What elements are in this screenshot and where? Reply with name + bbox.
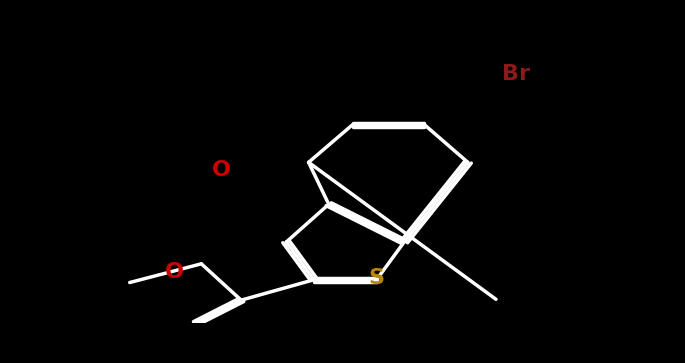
Text: O: O <box>165 262 184 282</box>
Text: Br: Br <box>501 64 530 84</box>
Text: O: O <box>212 160 231 180</box>
Text: S: S <box>369 268 384 288</box>
